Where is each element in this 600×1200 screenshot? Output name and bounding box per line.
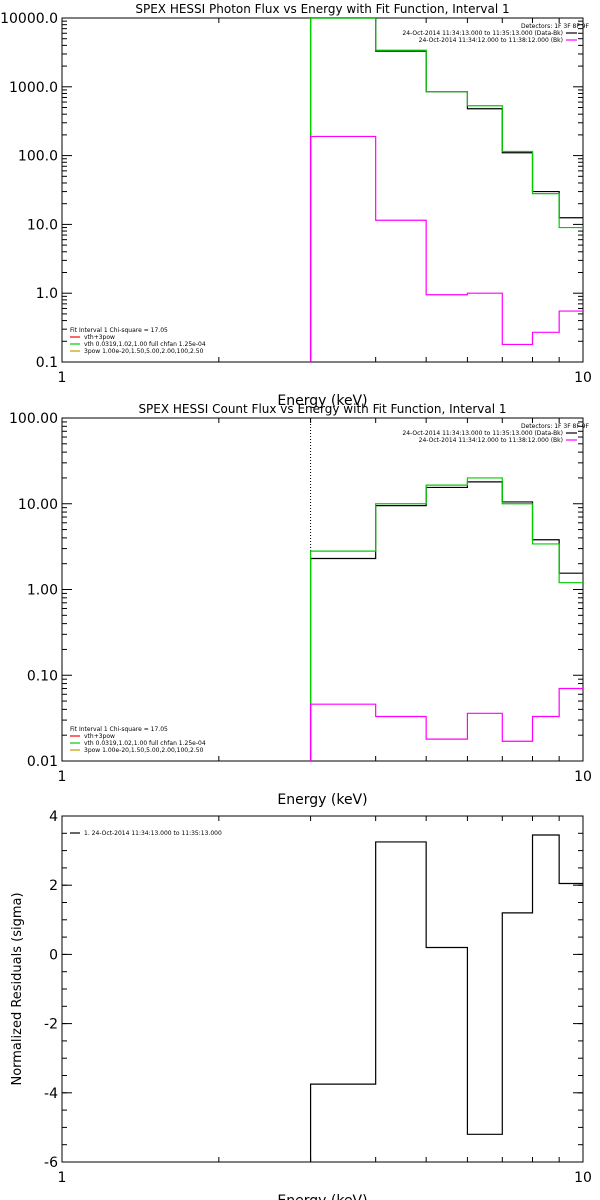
y-axis-label: Normalized Residuals (sigma) — [10, 892, 25, 1085]
y-tick-label: 10.0 — [27, 217, 58, 233]
plot-residual: 1 10 Energy (keV) -6 -4 -2 0 2 4 Normalized Resid… — [10, 809, 592, 1200]
x-tick-label: 10 — [574, 1170, 592, 1186]
y-tick-label: 0.1 — [36, 355, 58, 371]
x-tick-label: 10 — [574, 769, 592, 785]
x-tick-label: 10 — [574, 370, 592, 386]
series-2-step-line — [309, 135, 583, 362]
x-tick-label: 1 — [58, 1170, 67, 1186]
x-tick-label: 1 — [58, 769, 67, 785]
y-tick-label: 2 — [49, 878, 58, 894]
x-tick-label: 1 — [58, 370, 67, 386]
legend-header: Detectors: 1F 3F 8F 9F — [521, 423, 590, 430]
y-tick-label: 1000.0 — [9, 80, 58, 96]
series-0-step-line — [309, 834, 583, 1162]
y-tick-label: 100.00 — [9, 411, 58, 427]
y-tick-label: 100.0 — [18, 149, 58, 165]
y-tick-label: -4 — [44, 1086, 58, 1102]
y-tick-label: 1.00 — [27, 583, 58, 599]
legend-top-left: 1. 24-Oct-2014 11:34:13.000 to 11:35:13.… — [70, 830, 222, 837]
legend-entry: 24-Oct-2014 11:34:13.000 to 11:35:13.000… — [402, 30, 563, 37]
x-axis-label: Energy (keV) — [277, 1193, 367, 1200]
legend-bottom-left: Fit Interval 1 Chi-square = 17.05vth+3po… — [70, 726, 206, 754]
legend-entry: vth 0.0319,1.02,1.00 full chfan 1.25e-04 — [84, 740, 206, 747]
plot-frame — [61, 417, 584, 762]
x-axis-label: Energy (keV) — [277, 393, 367, 409]
chart-title: SPEX HESSI Photon Flux vs Energy with Fi… — [135, 2, 509, 16]
legend-entry: vth+3pow — [84, 334, 115, 341]
legend-header: Fit Interval 1 Chi-square = 17.05 — [70, 726, 168, 733]
legend-header: Fit Interval 1 Chi-square = 17.05 — [70, 327, 168, 334]
plot-count: SPEX HESSI Count Flux vs Energy with Fit… — [9, 402, 592, 808]
legend-entry: 3pow 1.00e-20,1.50,5.00,2.00,100,2.50 — [84, 747, 204, 754]
y-tick-label: -6 — [44, 1155, 58, 1171]
series-2-step-line — [309, 687, 583, 761]
plot-photon: SPEX HESSI Photon Flux vs Energy with Fi… — [0, 2, 592, 409]
legend-entry: vth+3pow — [84, 733, 115, 740]
y-tick-label: 1.0 — [36, 286, 58, 302]
series-0-step-line — [309, 481, 583, 761]
series-1-step-line — [309, 18, 583, 362]
legend-entry: 1. 24-Oct-2014 11:34:13.000 to 11:35:13.… — [84, 830, 222, 837]
legend-entry: 24-Oct-2014 11:34:12.000 to 11:38:12.000… — [419, 37, 563, 44]
y-tick-label: 10.00 — [18, 497, 58, 513]
chart-title: SPEX HESSI Count Flux vs Energy with Fit… — [138, 402, 506, 416]
y-tick-label: -2 — [44, 1017, 58, 1033]
y-tick-label: 4 — [49, 809, 58, 825]
plot-frame — [61, 815, 584, 1163]
legend-bottom-left: Fit Interval 1 Chi-square = 17.05vth+3po… — [70, 327, 206, 355]
legend-entry: 3pow 1.00e-20,1.50,5.00,2.00,100,2.50 — [84, 348, 204, 355]
series-1-step-line — [309, 477, 583, 761]
legend-entry: 24-Oct-2014 11:34:12.000 to 11:38:12.000… — [419, 437, 563, 444]
x-axis-label: Energy (keV) — [277, 792, 367, 808]
legend-header: Detectors: 1F 3F 8F 9F — [521, 23, 590, 30]
y-tick-label: 0.10 — [27, 668, 58, 684]
y-tick-label: 0.01 — [27, 754, 58, 770]
y-tick-label: 10000.0 — [0, 11, 58, 27]
plot-frame — [61, 17, 584, 363]
series-0-step-line — [309, 18, 583, 362]
legend-entry: 24-Oct-2014 11:34:13.000 to 11:35:13.000… — [402, 430, 563, 437]
y-tick-label: 0 — [49, 947, 58, 963]
legend-entry: vth 0.0319,1.02,1.00 full chfan 1.25e-04 — [84, 341, 206, 348]
